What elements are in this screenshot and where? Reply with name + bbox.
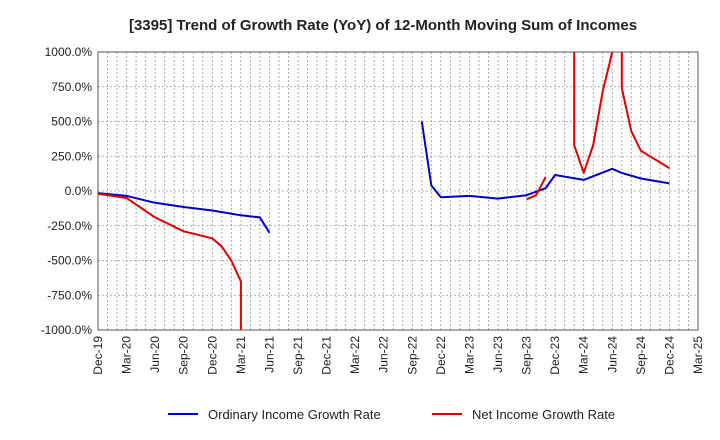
x-tick-label: Mar-24 bbox=[577, 336, 591, 374]
x-tick-label: Mar-23 bbox=[462, 336, 476, 374]
x-tick-label: Jun-22 bbox=[377, 336, 391, 373]
series-line-net-income bbox=[98, 192, 242, 330]
y-tick-label: 250.0% bbox=[51, 149, 92, 163]
grid bbox=[98, 52, 698, 330]
y-tick-label: -250.0% bbox=[47, 219, 92, 233]
axes: 1000.0% 750.0% 500.0% 250.0% 0.0% -250.0% -500… bbox=[41, 45, 705, 375]
x-tick-label: Sep-21 bbox=[291, 336, 305, 375]
x-tick-label: Dec-22 bbox=[434, 336, 448, 375]
x-tick-label: Sep-20 bbox=[177, 336, 191, 375]
y-tick-label: -1000.0% bbox=[41, 323, 93, 337]
y-tick-label: 500.0% bbox=[51, 115, 92, 129]
x-tick-label: Mar-20 bbox=[120, 336, 134, 374]
series-lines bbox=[98, 52, 670, 330]
legend: Ordinary Income Growth Rate Net Income Gr… bbox=[168, 407, 615, 422]
x-tick-label: Mar-25 bbox=[691, 336, 705, 374]
y-tick-label: 750.0% bbox=[51, 80, 92, 94]
x-tick-label: Jun-20 bbox=[148, 336, 162, 373]
x-tick-label: Sep-23 bbox=[520, 336, 534, 375]
x-tick-label: Dec-23 bbox=[548, 336, 562, 375]
x-tick-label: Dec-24 bbox=[662, 336, 676, 375]
x-tick-label: Jun-23 bbox=[491, 336, 505, 373]
y-tick-label: -500.0% bbox=[47, 254, 92, 268]
series-line-net-income bbox=[526, 176, 547, 201]
x-tick-label: Dec-19 bbox=[91, 336, 105, 375]
chart-title: [3395] Trend of Growth Rate (YoY) of 12-… bbox=[129, 17, 637, 34]
x-tick-label: Jun-24 bbox=[605, 336, 619, 373]
series-line-net-income bbox=[573, 52, 614, 174]
x-tick-label: Dec-21 bbox=[320, 336, 334, 375]
series-line-net-income bbox=[620, 52, 670, 169]
y-tick-label: -750.0% bbox=[47, 288, 92, 302]
plot-border bbox=[97, 51, 699, 331]
x-tick-label: Jun-21 bbox=[262, 336, 276, 373]
x-tick-label: Dec-20 bbox=[205, 336, 219, 375]
x-tick-label: Sep-24 bbox=[634, 336, 648, 375]
y-tick-label: 0.0% bbox=[65, 184, 93, 198]
y-tick-label: 1000.0% bbox=[45, 45, 93, 59]
legend-label: Ordinary Income Growth Rate bbox=[208, 407, 381, 422]
x-tick-label: Mar-21 bbox=[234, 336, 248, 374]
x-tick-label: Sep-22 bbox=[405, 336, 419, 375]
series-line-ordinary-income bbox=[98, 192, 271, 234]
legend-label: Net Income Growth Rate bbox=[472, 407, 615, 422]
x-tick-label: Mar-22 bbox=[348, 336, 362, 374]
series-line-ordinary-income bbox=[420, 121, 670, 200]
